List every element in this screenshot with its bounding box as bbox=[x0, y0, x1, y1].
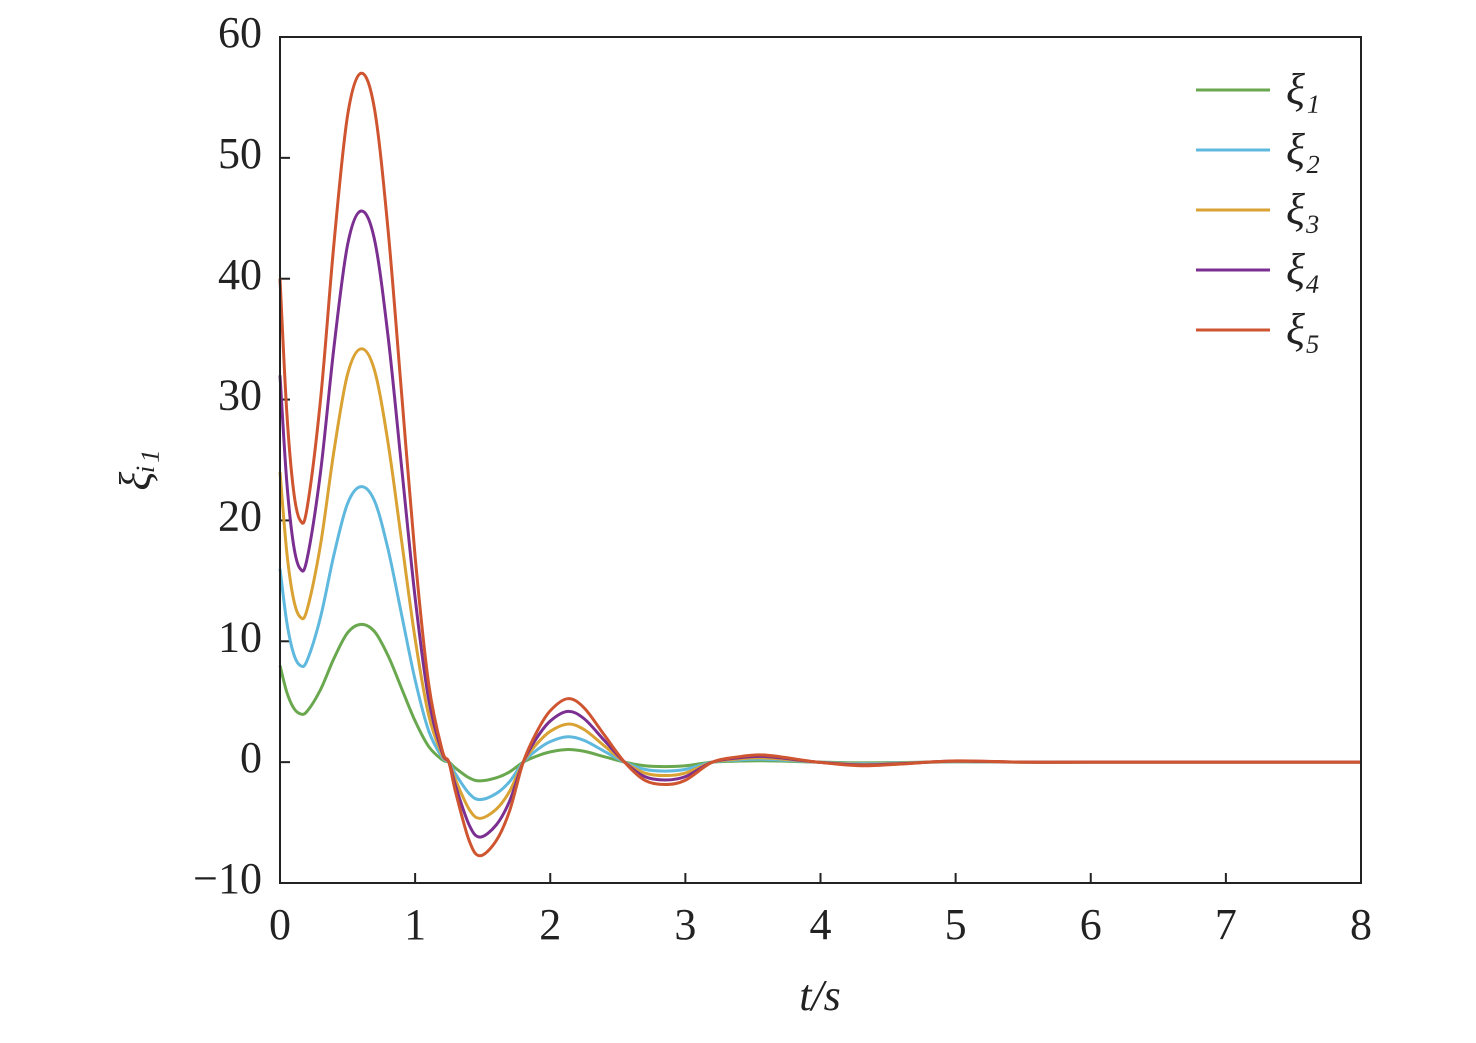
y-tick-label: 40 bbox=[218, 250, 262, 299]
series-line bbox=[278, 209, 1361, 839]
x-tick-label: 7 bbox=[1215, 900, 1237, 949]
x-tick-label: 4 bbox=[810, 900, 832, 949]
series-line bbox=[278, 71, 1361, 858]
plot-frame bbox=[279, 36, 1362, 884]
y-axis-label: ξᵢ₁ bbox=[111, 449, 160, 490]
y-tick-label: 30 bbox=[218, 371, 262, 420]
y-tick-label: 60 bbox=[218, 8, 262, 57]
legend-label: ξ₅ bbox=[1286, 305, 1320, 354]
x-tick-label: 3 bbox=[674, 900, 696, 949]
y-tick-label: 10 bbox=[218, 612, 262, 661]
x-tick-label: 1 bbox=[404, 900, 426, 949]
y-tick-label: −10 bbox=[193, 854, 262, 903]
legend-label: ξ₁ bbox=[1286, 65, 1320, 114]
x-tick-label: 6 bbox=[1080, 900, 1102, 949]
legend-label: ξ₂ bbox=[1286, 125, 1320, 174]
x-tick-label: 8 bbox=[1350, 900, 1372, 949]
x-tick-label: 0 bbox=[269, 900, 291, 949]
x-tick-label: 5 bbox=[945, 900, 967, 949]
y-tick-label: 50 bbox=[218, 129, 262, 178]
x-tick-label: 2 bbox=[539, 900, 561, 949]
y-tick-label: 20 bbox=[218, 492, 262, 541]
legend-label: ξ₃ bbox=[1286, 185, 1320, 234]
legend-label: ξ₄ bbox=[1286, 245, 1320, 294]
x-axis-label: t/s bbox=[799, 971, 841, 1020]
y-tick-label: 0 bbox=[240, 733, 262, 782]
